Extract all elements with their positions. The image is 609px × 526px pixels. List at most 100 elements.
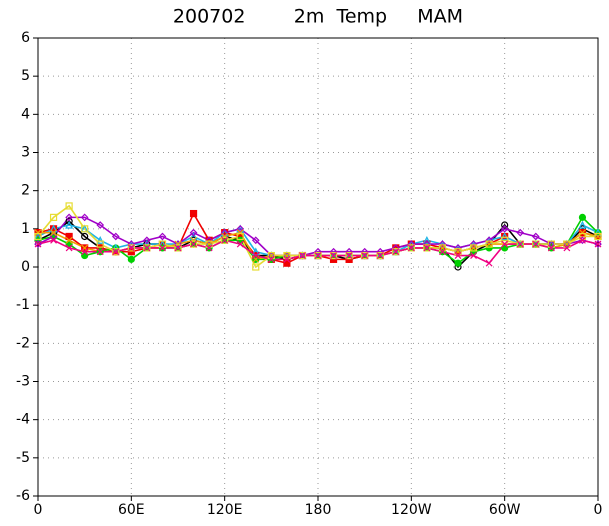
marker: [361, 252, 369, 259]
marker: [127, 244, 135, 252]
marker: [189, 228, 198, 237]
marker: [485, 240, 493, 248]
marker: [174, 244, 182, 252]
marker: [299, 252, 306, 259]
marker: [501, 221, 509, 229]
marker: [376, 251, 384, 260]
marker: [500, 232, 509, 241]
y-tick-label: 6: [21, 30, 30, 46]
x-tick-label: 120W: [391, 502, 432, 518]
marker: [158, 232, 167, 241]
marker: [252, 252, 260, 259]
y-tick-label: -4: [16, 412, 30, 428]
y-tick-label: 3: [21, 145, 30, 161]
marker: [96, 240, 104, 248]
marker: [236, 232, 244, 241]
marker: [112, 248, 120, 256]
marker: [236, 229, 244, 237]
marker: [221, 236, 229, 244]
marker: [376, 252, 384, 259]
marker: [49, 213, 58, 221]
marker: [65, 213, 73, 222]
marker: [34, 229, 42, 237]
marker: [422, 235, 431, 244]
marker: [329, 251, 338, 260]
marker: [96, 221, 105, 229]
marker: [127, 244, 135, 252]
marker: [143, 236, 151, 245]
y-tick-label: -2: [16, 335, 30, 351]
marker: [423, 244, 431, 252]
marker: [454, 259, 462, 267]
marker: [236, 240, 244, 248]
marker: [81, 248, 89, 256]
x-tick-label: 60W: [489, 502, 521, 518]
marker: [65, 202, 73, 210]
marker: [516, 240, 524, 248]
y-tick-label: 0: [21, 259, 30, 275]
marker: [345, 252, 353, 259]
marker: [454, 252, 462, 259]
marker: [423, 244, 431, 252]
marker: [314, 252, 322, 259]
marker: [221, 236, 229, 244]
marker: [563, 244, 571, 252]
plot-frame: [37, 37, 599, 497]
marker: [34, 240, 42, 248]
y-tick-label: -5: [16, 450, 30, 466]
y-tick-label: 2: [21, 183, 30, 199]
marker: [96, 248, 104, 256]
marker: [80, 213, 89, 222]
marker: [81, 225, 89, 233]
marker: [469, 244, 478, 252]
y-tick-label: -3: [16, 374, 30, 390]
marker: [34, 232, 42, 241]
marker: [143, 244, 151, 252]
marker: [485, 259, 493, 267]
marker: [81, 232, 89, 241]
marker: [252, 263, 260, 271]
x-tick-label: 180: [305, 502, 332, 518]
marker: [361, 251, 369, 260]
marker: [111, 232, 120, 241]
y-tick-label: 5: [21, 68, 30, 84]
marker: [96, 235, 105, 244]
marker: [190, 240, 197, 248]
y-tick-label: -1: [16, 297, 30, 313]
y-tick-label: 1: [21, 221, 30, 237]
marker: [470, 244, 477, 252]
marker: [547, 244, 555, 252]
marker: [205, 244, 213, 252]
x-tick-label: 0: [34, 502, 43, 518]
marker: [330, 252, 337, 259]
marker: [345, 251, 353, 260]
marker: [189, 209, 198, 218]
marker: [50, 229, 57, 237]
marker: [532, 240, 540, 248]
marker: [127, 255, 135, 263]
marker: [392, 248, 400, 256]
marker: [50, 236, 57, 244]
marker: [65, 217, 73, 225]
marker: [485, 240, 493, 248]
y-tick-label: 4: [21, 106, 30, 122]
x-tick-label: 0: [594, 502, 603, 518]
marker: [34, 240, 42, 248]
marker: [531, 232, 540, 241]
marker: [500, 224, 509, 233]
marker: [267, 255, 275, 263]
y-tick-label: -6: [16, 488, 30, 504]
marker: [407, 244, 415, 252]
marker: [501, 240, 509, 248]
marker: [594, 240, 602, 248]
marker: [578, 213, 587, 221]
marker: [594, 233, 602, 240]
marker: [143, 244, 151, 252]
marker: [594, 232, 602, 241]
x-tick-label: 60E: [118, 502, 145, 518]
marker: [174, 244, 182, 252]
marker: [65, 220, 74, 229]
marker: [578, 220, 587, 229]
marker: [392, 248, 400, 256]
